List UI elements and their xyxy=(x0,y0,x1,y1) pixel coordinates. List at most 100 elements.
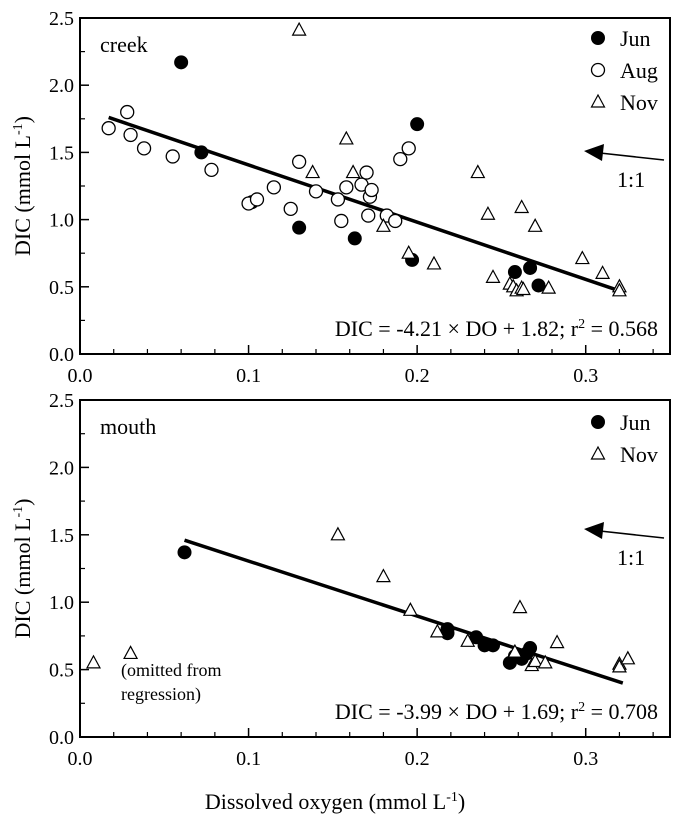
data-point xyxy=(292,220,307,235)
data-point xyxy=(507,265,522,280)
data-point xyxy=(480,205,496,220)
legend-label-aug: Aug xyxy=(620,58,658,83)
data-point xyxy=(507,643,523,658)
data-point xyxy=(330,192,346,207)
x-tick-label: 0.0 xyxy=(68,365,93,387)
x-tick-label: 0.2 xyxy=(405,748,430,770)
panel-mouth: 0.0 0.5 1.0 1.5 2.0 2.5 0.0 0.1 0.2 0.3 DIC (mmol … xyxy=(10,390,671,814)
data-point xyxy=(410,117,425,132)
series-jun xyxy=(177,545,538,670)
data-point xyxy=(305,164,321,179)
data-point xyxy=(136,141,152,156)
data-point xyxy=(330,526,346,541)
panel-label: creek xyxy=(100,32,148,57)
x-tick-label: 0.1 xyxy=(236,365,261,387)
data-point xyxy=(460,633,476,647)
y-tick-label: 1.0 xyxy=(49,210,74,232)
data-point xyxy=(527,218,543,232)
data-point xyxy=(339,180,354,195)
panel-creek: 0.0 0.5 1.0 1.5 2.0 2.5 0.0 0.1 0.2 0.3 DIC (mmol … xyxy=(10,8,671,387)
data-point xyxy=(388,213,403,229)
y-tick-label: 1.5 xyxy=(49,142,74,164)
legend-marker xyxy=(590,93,606,108)
data-point xyxy=(361,208,376,223)
y-tick-label: 2.0 xyxy=(49,75,74,97)
legend-label-nov: Nov xyxy=(620,442,658,467)
data-point xyxy=(177,545,192,560)
x-tick-label: 0.0 xyxy=(68,748,93,770)
legend-marker xyxy=(591,31,605,45)
ratio-arrow-shaft xyxy=(599,530,665,539)
y-tick-label: 0.5 xyxy=(49,660,74,682)
data-point xyxy=(291,154,307,169)
omitted-note-line-1: (omitted from xyxy=(121,660,221,681)
data-point xyxy=(401,244,417,259)
regression-line xyxy=(183,538,624,685)
x-tick-label: 0.1 xyxy=(236,748,261,770)
data-point xyxy=(523,641,538,656)
regression-equation: DIC = -3.99 × DO + 1.69; r2 = 0.708 xyxy=(335,699,658,724)
data-point xyxy=(514,199,530,214)
data-point xyxy=(291,21,307,36)
data-point xyxy=(426,255,442,270)
legend-marker xyxy=(590,445,606,460)
data-point xyxy=(249,192,265,207)
panel-label: mouth xyxy=(100,414,156,439)
data-point xyxy=(549,634,565,649)
legend-label-nov: Nov xyxy=(620,90,658,115)
ratio-arrowhead xyxy=(584,144,604,161)
data-point xyxy=(574,250,590,265)
data-point xyxy=(402,602,418,616)
x-tick-label: 0.3 xyxy=(573,748,598,770)
data-point xyxy=(470,164,486,179)
data-point xyxy=(347,231,362,246)
y-tick-label: 1.0 xyxy=(49,592,74,614)
y-tick-label: 2.5 xyxy=(49,390,74,412)
data-point xyxy=(375,218,391,232)
legend-marker xyxy=(590,62,606,78)
data-point xyxy=(283,201,298,216)
data-point xyxy=(123,127,138,143)
data-point xyxy=(620,650,636,665)
y-tick-label: 2.0 xyxy=(49,457,74,479)
y-axis-label: DIC (mmol L-1) xyxy=(10,499,35,639)
y-tick-label: 0.5 xyxy=(49,277,74,299)
series-nov xyxy=(85,526,636,673)
data-point xyxy=(611,282,627,297)
data-point xyxy=(429,623,445,638)
data-point xyxy=(611,658,627,673)
data-point xyxy=(541,279,557,294)
data-point xyxy=(393,151,408,167)
y-tick-label: 0.0 xyxy=(49,727,74,749)
data-point xyxy=(123,645,139,660)
data-point xyxy=(531,278,546,293)
legend-label-jun: Jun xyxy=(620,26,651,51)
data-point xyxy=(364,182,379,198)
data-point xyxy=(515,281,531,296)
regression-equation: DIC = -4.21 × DO + 1.82; r2 = 0.568 xyxy=(335,316,658,341)
data-point xyxy=(85,654,101,669)
omitted-note-line-2: regression) xyxy=(121,684,201,705)
data-point xyxy=(523,260,538,275)
y-tick-label: 1.5 xyxy=(49,525,74,547)
data-point xyxy=(174,55,189,70)
data-point xyxy=(486,638,500,653)
data-point xyxy=(204,162,219,178)
x-tick-label: 0.2 xyxy=(405,365,430,387)
data-point xyxy=(375,568,391,583)
data-point xyxy=(194,145,209,160)
y-axis-label: DIC (mmol L-1) xyxy=(10,116,35,256)
series-nov xyxy=(291,21,627,297)
data-point xyxy=(120,104,135,120)
data-point xyxy=(485,269,501,283)
y-tick-label: 0.0 xyxy=(49,344,74,366)
ratio-arrow-shaft xyxy=(599,152,665,161)
regression-line xyxy=(108,115,620,293)
data-point xyxy=(359,165,374,180)
ratio-label: 1:1 xyxy=(617,545,645,570)
data-point xyxy=(165,149,180,164)
data-point xyxy=(440,626,455,641)
data-point xyxy=(595,265,611,279)
data-point xyxy=(345,164,361,179)
